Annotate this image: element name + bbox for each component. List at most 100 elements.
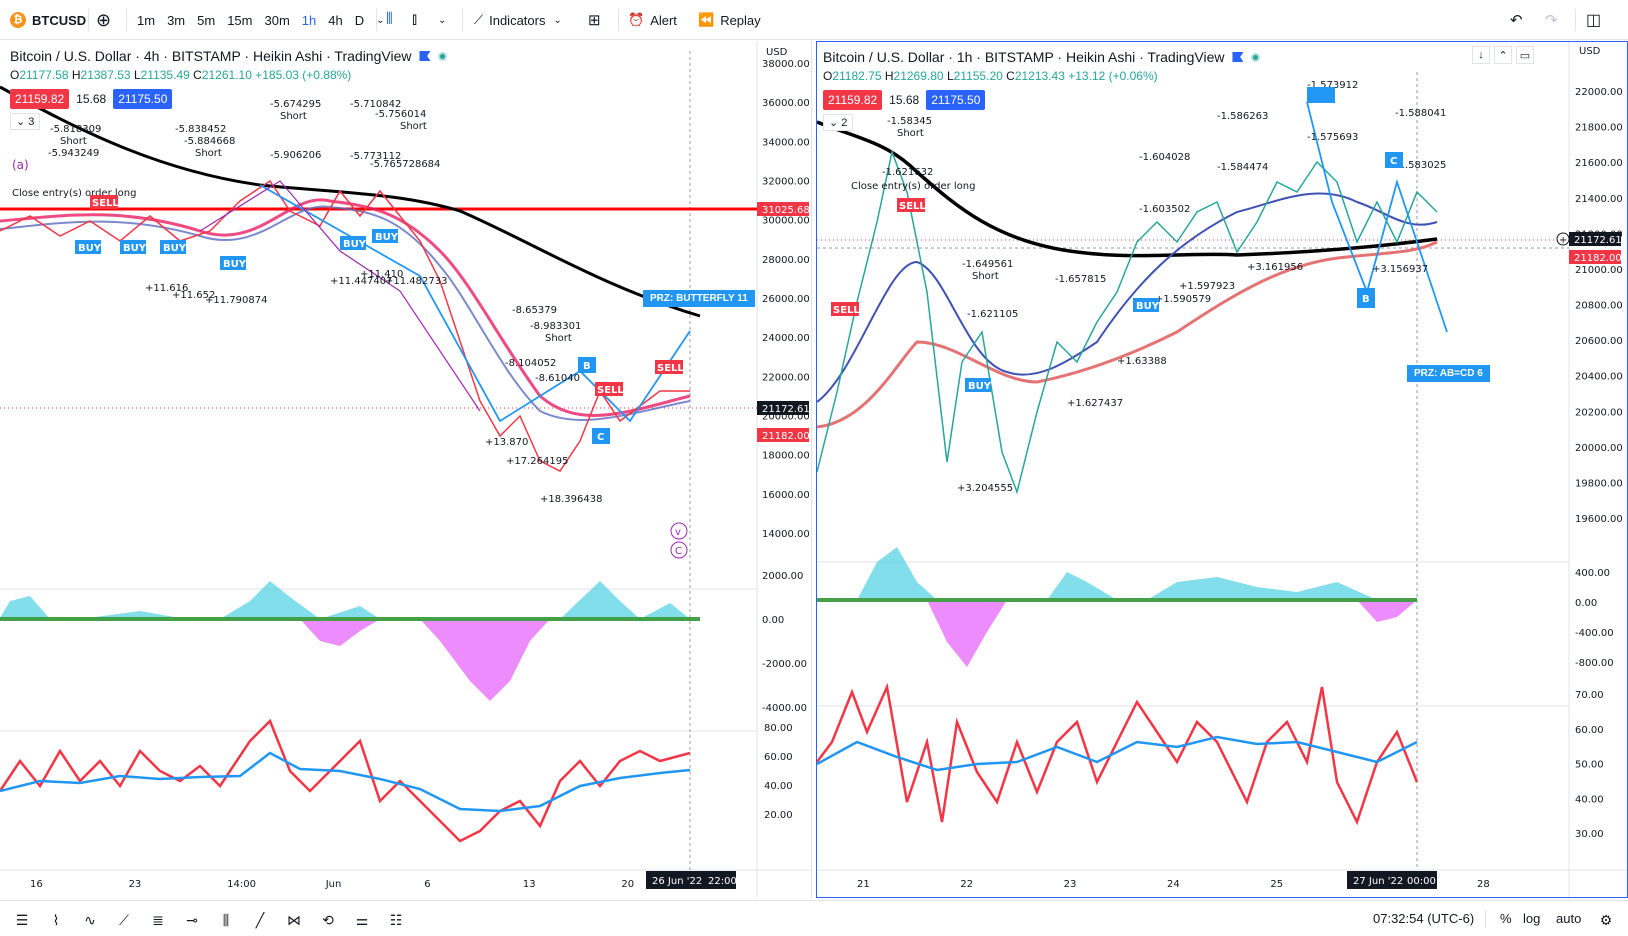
rsi-axis[interactable]: 70.00 60.00 50.00 40.00 30.00 [1575,690,1604,840]
bid-price[interactable]: 21159.82 [823,90,883,110]
chevron-down-icon: ⌄ [553,14,562,26]
pattern-point-a[interactable] [1307,87,1335,103]
tf-30m[interactable]: 30m [264,12,290,28]
chart-4h-canvas[interactable]: USD 38000.00 36000.00 34000.00 32000.00 3000… [0,41,812,898]
macd-axis[interactable]: 400.00 0.00 -400.00 -800.00 [1575,568,1614,669]
bars-pattern-icon[interactable]: ⫼ [222,911,230,928]
timeframe-group: 1m 3m 5m 15m 30m 1h 4h D ⌄ [131,0,391,40]
harmonic-abcd[interactable] [1306,101,1448,333]
fib-icon[interactable]: ≣ [152,911,164,928]
line-tool-icon[interactable]: ╱ [255,911,265,928]
cycle-icon[interactable]: ⟲ [322,911,334,928]
flag-icon[interactable] [419,51,431,61]
macd-tick: 0.00 [1575,598,1597,609]
symbol-search[interactable]: ₿ BTCUSD [10,0,86,40]
price-axis[interactable]: 22000.0021800.0021600.0021400.0021200.00… [1575,87,1623,525]
ask-price[interactable]: 21175.50 [113,89,173,109]
rsi-axis[interactable]: 80.00 60.00 40.00 20.00 [764,723,793,821]
horizontal-ray-icon[interactable]: ⊸ [186,911,198,928]
chart-legend-1h[interactable]: Bitcoin / U.S. Dollar · 1h · BITSTAMP · … [823,49,1261,65]
alert-button[interactable]: ⏰ Alert [628,0,677,40]
chart-pane-1h[interactable]: USD 22000.00 21800.00 21600.00 21400.00 21 20… [816,41,1628,898]
macd-axis[interactable]: 2000.00 0.00 -2000.00 -4000.00 [762,571,807,714]
tf-d[interactable]: D [354,12,365,28]
compare-add-icon[interactable]: ⊕ [96,9,112,30]
pattern-point-b[interactable] [578,357,596,373]
settings-sliders-icon[interactable]: ☷ [389,911,403,928]
buy-marker[interactable] [340,236,366,250]
indicator-collapse-toggle[interactable]: ⌄ 2 [823,114,854,131]
gear-icon[interactable]: ⚙ [1599,911,1613,928]
chevron-down-icon[interactable]: ⌄ [438,14,447,26]
candles-icon[interactable]: ⫾ [412,11,418,28]
undo-icon[interactable]: ↶ [1510,12,1523,29]
bid-ask-box[interactable]: 21159.82 15.68 21175.50 [823,90,986,110]
macd-tick: 0.00 [762,615,784,626]
sell-marker[interactable] [90,195,118,209]
buy-marker[interactable] [965,378,991,392]
tf-3m[interactable]: 3m [167,12,186,28]
price-tick: 20200.00 [1575,407,1623,418]
sell-marker[interactable] [595,382,623,396]
tf-1m[interactable]: 1m [137,12,156,28]
log-toggle[interactable]: log [1523,911,1541,926]
menu-lines-icon[interactable]: ☰ [15,911,29,928]
signal-label: +11.482733 [385,276,447,287]
sliders-icon[interactable]: ⚌ [355,911,369,928]
percent-toggle[interactable]: % [1500,911,1512,926]
flag-icon[interactable] [1232,52,1244,62]
harmonic-butterfly[interactable] [259,184,691,423]
harmonic-zigzag[interactable] [199,180,481,412]
auto-toggle[interactable]: auto [1556,911,1582,926]
chevron-down-icon[interactable]: ⌄ [376,14,385,26]
xabcd-icon[interactable]: ⋈ [287,911,301,928]
prz-abcd-label[interactable]: PRZ: AB=CD 6 [1407,365,1490,382]
collapse-icon[interactable]: ⌃ [1494,46,1512,64]
buy-marker[interactable] [220,256,246,270]
currency-label[interactable]: USD [766,47,788,58]
layout-split-icon[interactable]: ◫ [1586,12,1602,29]
svg-text:BUY: BUY [78,243,102,254]
bid-price[interactable]: 21159.82 [10,89,70,109]
chart-legend-4h[interactable]: Bitcoin / U.S. Dollar · 4h · BITSTAMP · … [10,48,448,64]
price-tick: 19600.00 [1575,514,1623,525]
indicators-button[interactable]: ⟋ Indicators ⌄ [474,0,562,40]
sell-marker[interactable] [897,198,925,212]
indicator-collapse-toggle[interactable]: ⌄ 3 [10,113,41,130]
pattern-point-c[interactable] [1385,152,1403,168]
ask-price[interactable]: 21175.50 [926,90,986,110]
pattern-point-c[interactable] [592,428,610,444]
buy-marker[interactable] [372,229,398,243]
chart-1h-canvas[interactable]: USD 22000.00 21800.00 21600.00 21400.00 21 20… [817,42,1627,897]
sell-marker[interactable] [655,360,683,374]
sell-marker[interactable] [831,302,859,316]
buy-marker[interactable] [75,240,101,254]
tf-5m[interactable]: 5m [197,12,216,28]
tf-4h[interactable]: 4h [328,12,343,28]
buy-marker[interactable] [1133,298,1159,312]
redo-icon[interactable]: ↷ [1545,12,1558,29]
clock-label[interactable]: 07:32:54 (UTC-6) [1373,911,1475,926]
pattern-abc-icon[interactable]: ⌇ [52,911,60,928]
chart-pane-4h[interactable]: USD 38000.00 36000.00 34000.00 32000.00 3000… [0,41,812,898]
prz-butterfly-label[interactable]: PRZ: BUTTERFLY 11 [643,290,755,307]
replay-button[interactable]: ⏪ Replay [698,0,761,40]
signal-label: +1.597923 [1179,281,1235,292]
rsi-tick: 50.00 [1575,760,1604,771]
price-axis[interactable]: 38000.00 36000.00 34000.00 32000.00 30000.00… [762,59,810,540]
bar-style-icon[interactable]: ⫴ [386,11,393,28]
templates-grid-icon[interactable]: ⊞ [588,12,601,29]
currency-label[interactable]: USD [1579,46,1601,57]
trend-line-icon[interactable]: ⟋ [119,911,129,928]
price-tag-alt-bg [1569,250,1621,264]
maximize-icon[interactable]: ▭ [1516,46,1534,64]
buy-marker[interactable] [120,240,146,254]
tf-1h[interactable]: 1h [301,12,317,28]
bid-ask-box[interactable]: 21159.82 15.68 21175.50 [10,89,173,109]
elliott-wave-icon[interactable]: ∿ [84,911,96,928]
buy-marker[interactable] [160,240,186,254]
move-down-icon[interactable]: ↓ [1472,46,1490,64]
pattern-point-b[interactable] [1357,288,1375,308]
tf-15m[interactable]: 15m [227,12,253,28]
